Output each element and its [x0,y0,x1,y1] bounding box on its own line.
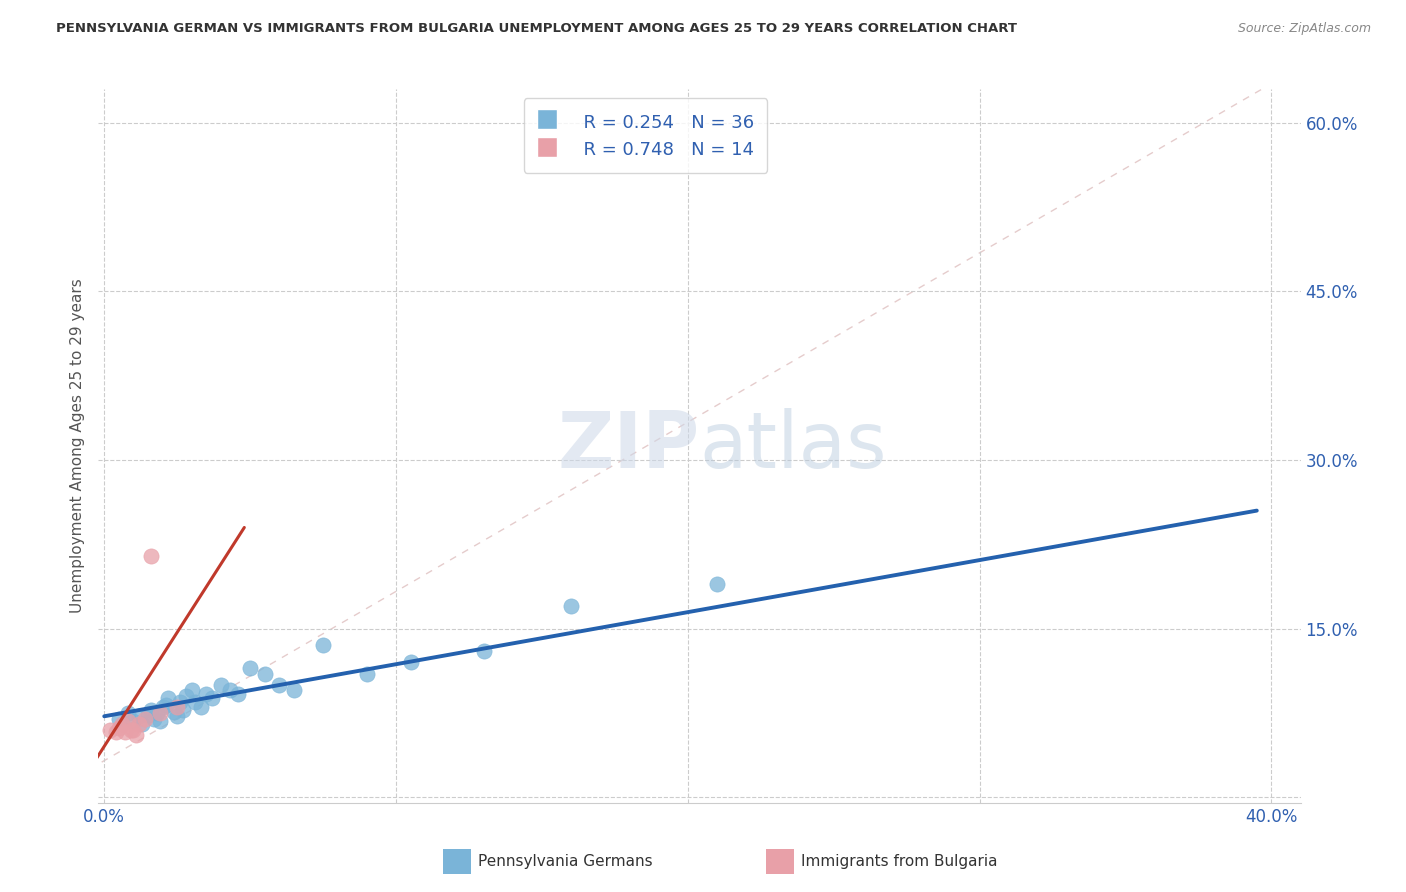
Text: ZIP: ZIP [557,408,699,484]
Point [163,705,186,719]
Point [172,702,194,716]
Point [166,709,188,723]
Point [134,712,156,726]
Point [139,702,162,716]
Point [128,709,150,723]
Point [218,683,240,698]
Point [128,717,150,731]
Text: Source: ZipAtlas.com: Source: ZipAtlas.com [1237,22,1371,36]
Point [560,599,582,614]
Point [108,721,131,735]
Point [195,687,218,701]
Point [239,661,262,675]
Point [120,723,142,737]
Point [142,712,165,726]
Point [209,678,232,692]
Point [312,639,335,653]
Point [111,717,134,731]
Point [117,714,139,728]
Point [149,706,172,720]
Point [399,656,422,670]
Point [180,683,202,698]
Text: atlas: atlas [699,408,887,484]
Point [472,644,495,658]
Text: Pennsylvania Germans: Pennsylvania Germans [478,855,652,869]
Text: Immigrants from Bulgaria: Immigrants from Bulgaria [801,855,998,869]
Point [253,666,276,681]
Point [108,712,131,726]
Point [174,689,197,703]
Text: PENNSYLVANIA GERMAN VS IMMIGRANTS FROM BULGARIA UNEMPLOYMENT AMONG AGES 25 TO 29: PENNSYLVANIA GERMAN VS IMMIGRANTS FROM B… [56,22,1017,36]
Point [169,695,191,709]
Point [166,700,188,714]
Point [706,576,728,591]
Point [155,698,177,712]
Point [190,700,212,714]
Y-axis label: Unemployment Among Ages 25 to 29 years: Unemployment Among Ages 25 to 29 years [69,278,84,614]
Point [122,714,145,728]
Point [104,725,127,739]
Point [183,695,205,709]
Point [157,691,180,706]
Point [146,706,169,720]
Point [117,706,139,720]
Point [356,666,378,681]
Point [114,725,136,739]
Legend:   R = 0.254   N = 36,   R = 0.748   N = 14: R = 0.254 N = 36, R = 0.748 N = 14 [523,98,768,173]
Point [228,687,250,701]
Point [125,728,148,742]
Point [283,683,305,698]
Point [122,723,145,737]
Point [136,708,159,723]
Point [269,678,291,692]
Point [149,714,172,728]
Point [139,549,162,563]
Point [201,691,224,706]
Point [131,717,153,731]
Point [98,723,121,737]
Point [152,700,174,714]
